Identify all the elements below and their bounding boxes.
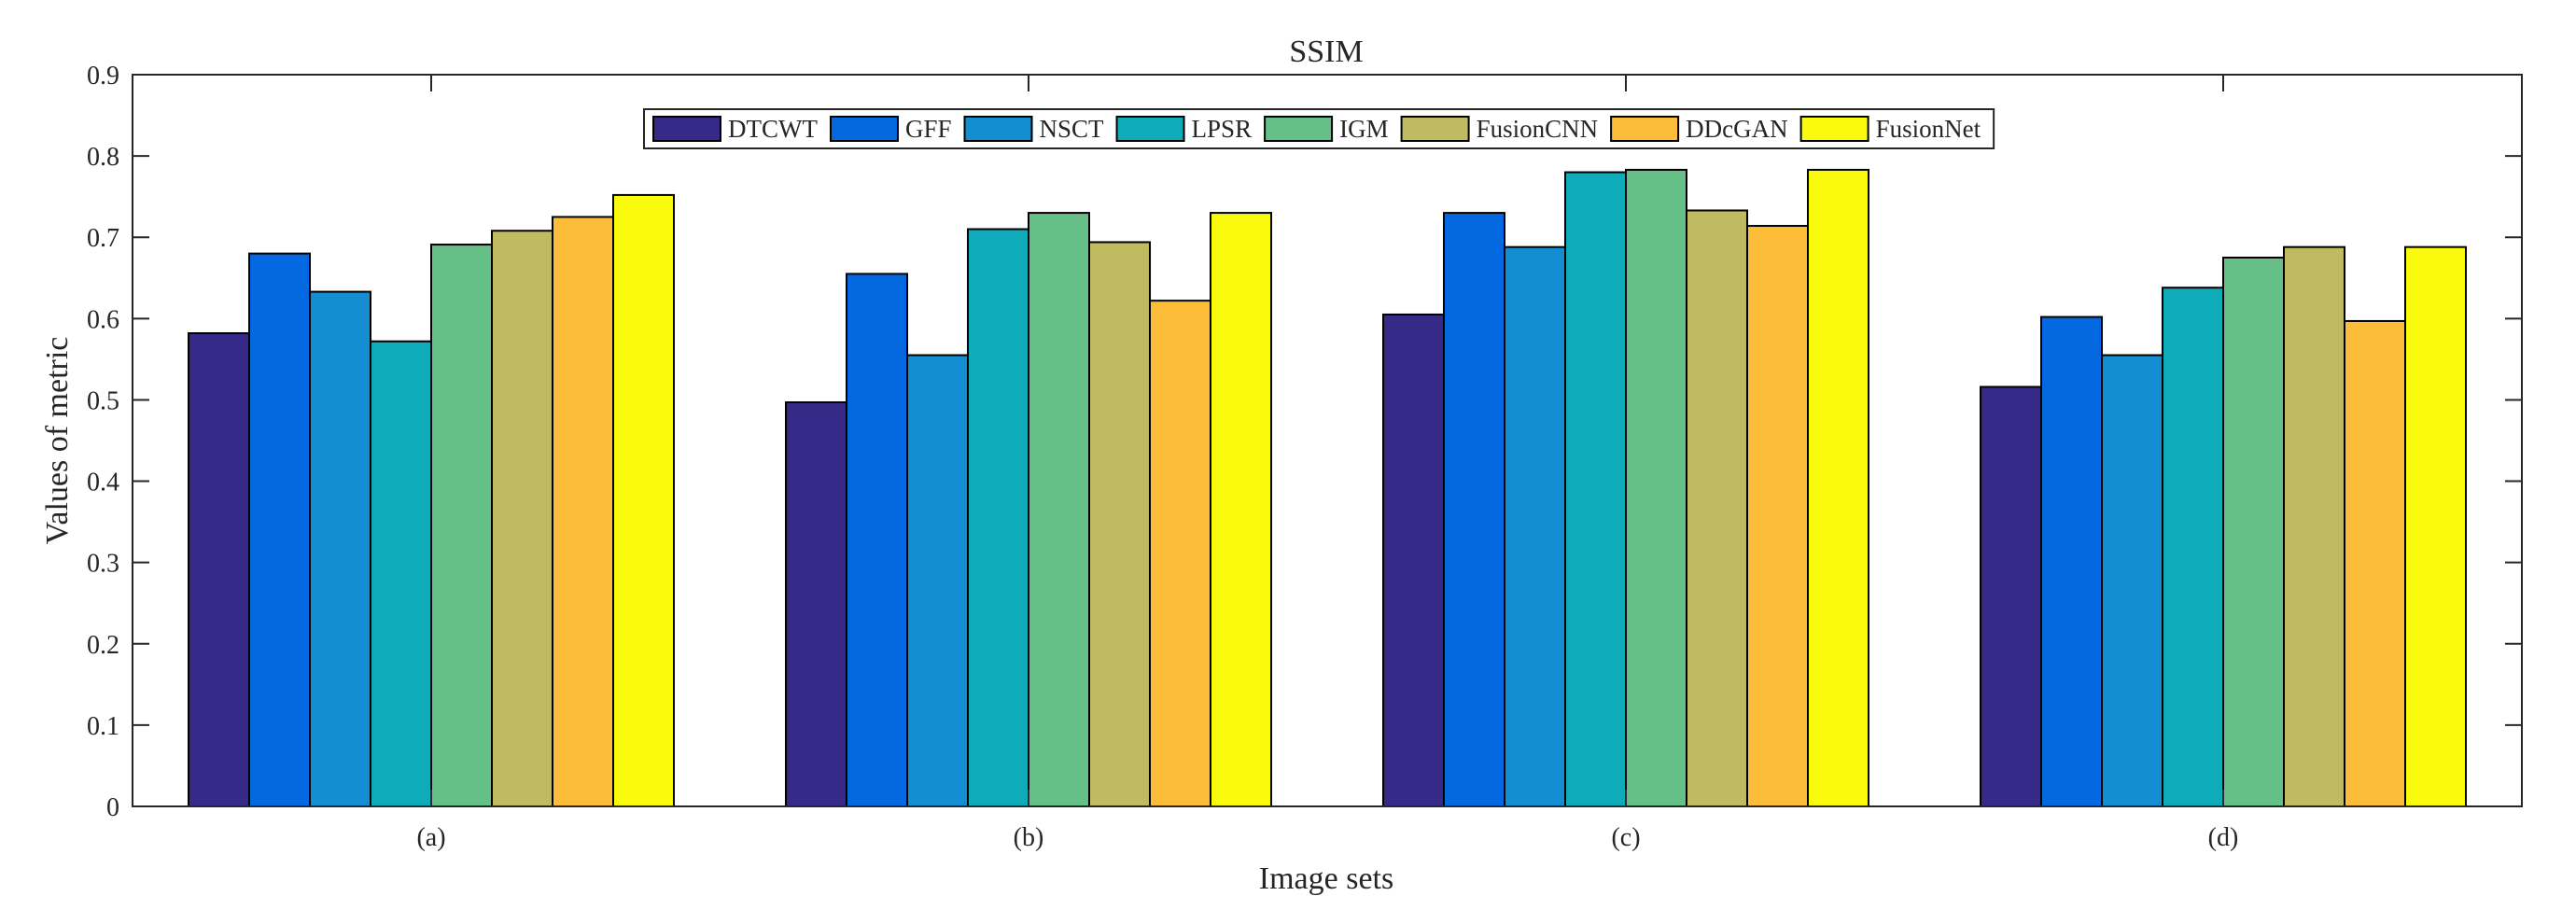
bar-nsct-4 [2101,354,2163,807]
x-axis-title: Image sets [1259,861,1393,896]
y-tick-label: 0 [106,793,119,822]
chart-title: SSIM [1289,35,1363,69]
x-tick-label: (c) [1611,823,1640,852]
bar-ddcgan-2 [1149,300,1211,808]
legend-label-fusionnet: FusionNet [1876,115,1981,143]
legend-swatch-fusioncnn [1400,116,1470,142]
y-axis-title: Values of metric [40,337,75,545]
bar-igm-2 [1028,212,1090,807]
legend-label-ddcgan: DDcGAN [1686,115,1787,143]
legend-swatch-igm [1264,116,1334,142]
bar-lpsr-1 [370,340,432,807]
bar-gff-1 [248,252,311,807]
legend: DTCWT GFF NSCT LPSR IGM FusionCNN DDcGAN Fusion… [643,108,1995,149]
bar-ddcgan-3 [1746,225,1809,807]
y-tick-label: 0.5 [87,386,119,415]
bar-fusionnet-2 [1210,212,1272,807]
x-tick-label: (a) [416,823,445,852]
bar-fusionnet-4 [2404,245,2467,807]
legend-swatch-lpsr [1115,116,1185,142]
plot-area-frame [132,74,2523,807]
bar-gff-4 [2040,315,2103,807]
legend-swatch-fusionnet [1799,116,1869,142]
bar-lpsr-4 [2162,287,2224,808]
y-tick-label: 0.1 [87,712,119,741]
legend-swatch-dtcwt [652,116,721,142]
bar-gff-2 [846,273,908,808]
bar-fusioncnn-4 [2283,245,2345,807]
axis-ticks-group: 0 0.1 0.2 0.3 0.4 0.5 0.6 0.7 0.8 0.9 (a) (b) (c) (d) [87,62,2522,852]
legend-swatch-ddcgan [1610,116,1680,142]
legend-swatch-gff [829,116,899,142]
bar-dtcwt-1 [188,332,250,807]
bar-dtcwt-4 [1980,385,2042,807]
bar-lpsr-2 [967,228,1029,807]
y-tick-label: 0.2 [87,631,119,660]
y-tick-label: 0.8 [87,143,119,172]
bar-fusioncnn-1 [491,230,553,807]
y-tick-label: 0.9 [87,62,119,91]
legend-label-fusioncnn: FusionCNN [1477,115,1599,143]
y-tick-label: 0.6 [87,305,119,334]
bar-nsct-3 [1504,245,1566,807]
legend-label-dtcwt: DTCWT [728,115,818,143]
bar-fusionnet-1 [612,193,675,808]
bar-fusioncnn-2 [1088,241,1151,807]
bar-nsct-2 [906,354,969,807]
legend-label-nsct: NSCT [1040,115,1105,143]
bar-ddcgan-1 [552,216,614,807]
bar-nsct-1 [309,290,371,807]
bar-dtcwt-2 [785,401,847,807]
legend-swatch-nsct [963,116,1033,142]
y-tick-label: 0.7 [87,224,119,253]
bar-igm-3 [1625,168,1687,808]
x-tick-label: (b) [1014,823,1044,852]
y-tick-label: 0.3 [87,550,119,579]
bar-fusioncnn-3 [1686,209,1748,808]
bar-igm-1 [430,244,493,807]
bar-gff-3 [1443,212,1505,807]
legend-label-lpsr: LPSR [1192,115,1253,143]
bar-fusionnet-3 [1807,168,1869,808]
bar-ddcgan-4 [2344,319,2406,807]
legend-label-igm: IGM [1339,115,1389,143]
bars-group [188,168,2467,808]
x-tick-label: (d) [2208,823,2239,852]
legend-label-gff: GFF [905,115,952,143]
bar-igm-4 [2222,257,2285,807]
bar-lpsr-3 [1564,171,1627,807]
bar-dtcwt-3 [1382,313,1445,808]
y-tick-label: 0.4 [87,469,119,497]
